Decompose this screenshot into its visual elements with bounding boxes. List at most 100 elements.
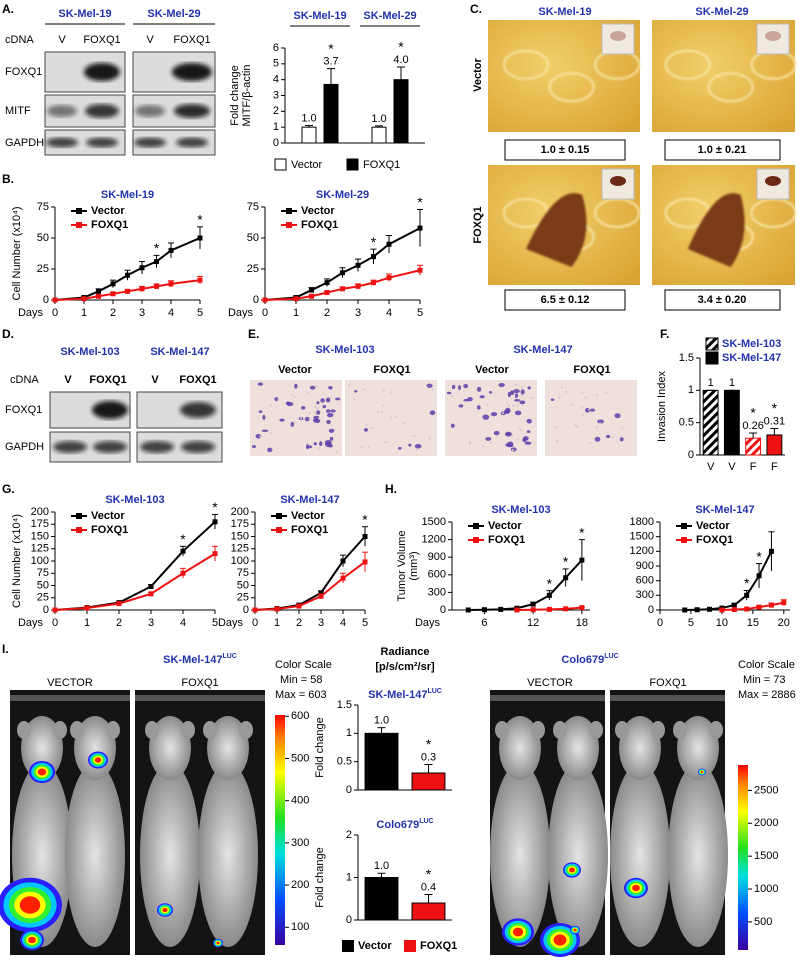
mouse-ear — [589, 721, 603, 739]
group-label: FOXQ1 — [649, 677, 686, 689]
y-tick-label: 125 — [231, 543, 249, 555]
invaded-cell — [506, 444, 514, 448]
invaded-cell — [619, 437, 624, 442]
legend-marker — [681, 537, 687, 543]
pore — [561, 386, 564, 389]
pellet — [765, 31, 781, 41]
invaded-cell — [326, 412, 334, 418]
pore — [428, 437, 431, 440]
y-tick-label: 150 — [31, 530, 49, 542]
lane-label: V — [64, 374, 72, 386]
pore — [313, 411, 316, 414]
point — [768, 602, 774, 608]
pore — [308, 412, 311, 415]
y-tick-label: 0 — [440, 604, 446, 616]
y-tick-label: 1200 — [630, 545, 654, 557]
point — [386, 241, 392, 247]
point — [514, 607, 520, 613]
color-scale-min: Min = 73 — [743, 674, 785, 686]
point — [318, 593, 324, 599]
pore — [370, 426, 373, 429]
invaded-cell — [304, 416, 310, 422]
y-tick-label: 75 — [37, 567, 49, 579]
blot-band — [181, 441, 215, 453]
point — [296, 603, 302, 609]
pore — [556, 440, 559, 443]
pore — [516, 404, 519, 407]
x-tick-label: 5 — [688, 617, 694, 629]
cell-outline — [548, 72, 595, 103]
x-tick-label: 1 — [274, 617, 280, 629]
quant-text: 3.4 ± 0.20 — [698, 294, 747, 306]
legend-swatch — [705, 337, 719, 351]
point — [197, 277, 203, 283]
point — [116, 601, 122, 607]
pore — [290, 394, 293, 397]
micrograph — [545, 380, 637, 456]
significance-star: * — [362, 511, 368, 527]
bar — [393, 79, 409, 144]
pellet-inset — [601, 23, 635, 55]
y-tick-label: 1 — [688, 384, 694, 396]
y-tick-label: 600 — [636, 575, 654, 587]
protein-label: FOXQ1 — [5, 404, 42, 416]
point — [756, 573, 762, 579]
significance-star: * — [180, 531, 186, 547]
bar — [411, 772, 446, 791]
invaded-cell — [520, 389, 525, 395]
invaded-cell — [414, 444, 422, 449]
value-label: 1.0 — [371, 113, 386, 125]
mouse-head — [677, 716, 719, 780]
x-tick-label: 5 — [197, 307, 203, 319]
quant-text: 1.0 ± 0.15 — [541, 144, 590, 156]
y-tick-label: 300 — [428, 586, 446, 598]
cell-line: SK-Mel-19 — [538, 6, 591, 18]
y-tick-label: 900 — [428, 551, 446, 563]
pore — [580, 406, 583, 409]
signal — [569, 867, 575, 873]
point — [731, 607, 737, 613]
signal — [162, 907, 168, 913]
significance-star: * — [426, 736, 432, 752]
pore — [377, 410, 380, 413]
blot-band — [86, 137, 118, 148]
pore — [270, 432, 273, 435]
quant-text: 1.0 ± 0.21 — [698, 144, 747, 156]
legend-swatch — [346, 158, 359, 171]
y-tick-label: 50 — [237, 579, 249, 591]
y-tick-label: 125 — [31, 543, 49, 555]
invaded-cell — [316, 401, 320, 405]
invaded-cell — [326, 409, 331, 413]
value-label: 0.31 — [764, 415, 785, 427]
blot-band — [140, 441, 174, 453]
legend-swatch — [705, 351, 719, 365]
title-text: Colo679 — [376, 819, 419, 831]
y-tick-label: 1.5 — [679, 352, 694, 364]
signal — [700, 770, 704, 774]
point — [355, 262, 361, 268]
imaging-title: SK-Mel-147LUC — [163, 653, 237, 666]
significance-star: * — [756, 548, 762, 564]
significance-star: * — [547, 575, 553, 591]
quant-text: 6.5 ± 0.12 — [541, 294, 590, 306]
y-tick-label: 3 — [273, 89, 279, 101]
point — [340, 558, 346, 564]
cell-line: SK-Mel-147 — [150, 346, 209, 358]
protein-label: FOXQ1 — [5, 66, 42, 78]
y-tick-label: 175 — [31, 518, 49, 530]
significance-star: * — [371, 234, 377, 250]
invaded-cell — [597, 419, 604, 424]
chart-title: SK-Mel-29 — [316, 189, 369, 201]
invaded-cell — [526, 430, 531, 433]
blot-band — [84, 63, 120, 81]
legend-marker — [473, 523, 479, 529]
invaded-cell — [485, 436, 492, 441]
y-tick-label: 1200 — [422, 534, 446, 546]
cage-rail — [10, 695, 130, 701]
pore — [450, 394, 453, 397]
max-label: Max = — [275, 689, 305, 701]
y-tick-label: 0 — [243, 604, 249, 616]
legend-label: FOXQ1 — [291, 524, 328, 536]
invaded-cell — [267, 447, 273, 453]
mouse-head — [149, 716, 191, 780]
